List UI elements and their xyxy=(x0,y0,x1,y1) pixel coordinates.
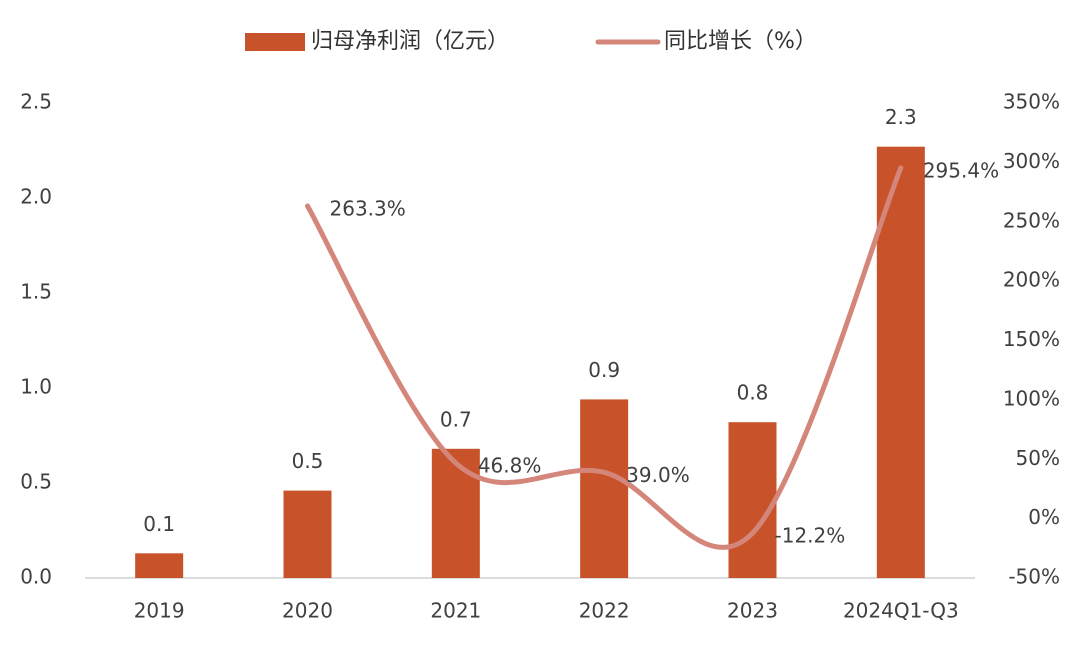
y-tick-label: 1.5 xyxy=(20,280,52,304)
y2-tick-label: 150% xyxy=(1003,327,1060,351)
legend-label: 归母净利润（亿元） xyxy=(311,29,509,54)
legend-label: 同比增长（%） xyxy=(664,29,817,54)
line xyxy=(305,165,904,550)
y2-tick-label: 200% xyxy=(1003,268,1060,292)
y2-tick-label: 0% xyxy=(1028,505,1060,529)
bar xyxy=(580,399,629,578)
x-tick-label: 2019 xyxy=(134,599,185,623)
bar-value-label: 0.7 xyxy=(440,407,472,431)
bar-value-label: 2.3 xyxy=(885,105,917,129)
line-value-label: 39.0% xyxy=(626,463,690,487)
y2-tick-label: 250% xyxy=(1003,208,1060,232)
x-tick-label: 2020 xyxy=(282,599,333,623)
line-value-label: 263.3% xyxy=(330,196,406,220)
bar-value-label: 0.5 xyxy=(292,449,324,473)
bar-value-label: 0.9 xyxy=(588,358,620,382)
bar xyxy=(135,553,184,578)
y2-tick-label: -50% xyxy=(1008,565,1060,589)
y-tick-label: 1.0 xyxy=(20,375,52,399)
line-value-label: 46.8% xyxy=(478,454,542,478)
bar xyxy=(431,448,480,578)
bar xyxy=(283,490,332,578)
legend: 归母净利润（亿元） 同比增长（%） xyxy=(245,29,817,54)
y-tick-label: 2.0 xyxy=(20,185,52,209)
line-value-label: 295.4% xyxy=(923,158,999,182)
legend-swatch xyxy=(245,33,305,51)
y2-tick-label: 300% xyxy=(1003,149,1060,173)
x-tick-label: 2023 xyxy=(727,599,778,623)
y2-tick-label: 50% xyxy=(1016,446,1060,470)
y-tick-label: 2.5 xyxy=(20,90,52,114)
bar-value-label: 0.8 xyxy=(737,381,769,405)
line-value-label: -12.2% xyxy=(775,524,846,548)
y-tick-label: 0.0 xyxy=(20,565,52,589)
y2-tick-label: 100% xyxy=(1003,386,1060,410)
bar xyxy=(728,422,777,578)
bar-value-label: 0.1 xyxy=(143,512,175,536)
y-tick-label: 0.5 xyxy=(20,470,52,494)
x-tick-label: 2024Q1-Q3 xyxy=(843,599,959,623)
y2-tick-label: 350% xyxy=(1003,90,1060,114)
x-tick-label: 2021 xyxy=(430,599,481,623)
x-tick-label: 2022 xyxy=(579,599,630,623)
